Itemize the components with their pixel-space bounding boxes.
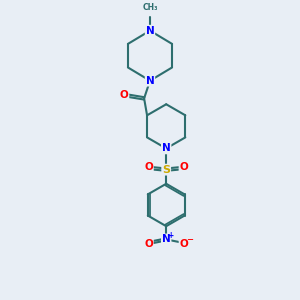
Text: N: N	[162, 234, 171, 244]
Text: N: N	[162, 143, 171, 153]
Text: N: N	[146, 26, 154, 36]
Text: S: S	[162, 165, 170, 175]
Text: CH₃: CH₃	[142, 3, 158, 12]
Text: −: −	[186, 235, 193, 244]
Text: N: N	[146, 76, 154, 86]
Text: O: O	[179, 239, 188, 249]
Text: +: +	[167, 230, 174, 239]
Text: O: O	[144, 162, 153, 172]
Text: O: O	[120, 90, 128, 100]
Text: O: O	[144, 239, 153, 249]
Text: O: O	[179, 162, 188, 172]
